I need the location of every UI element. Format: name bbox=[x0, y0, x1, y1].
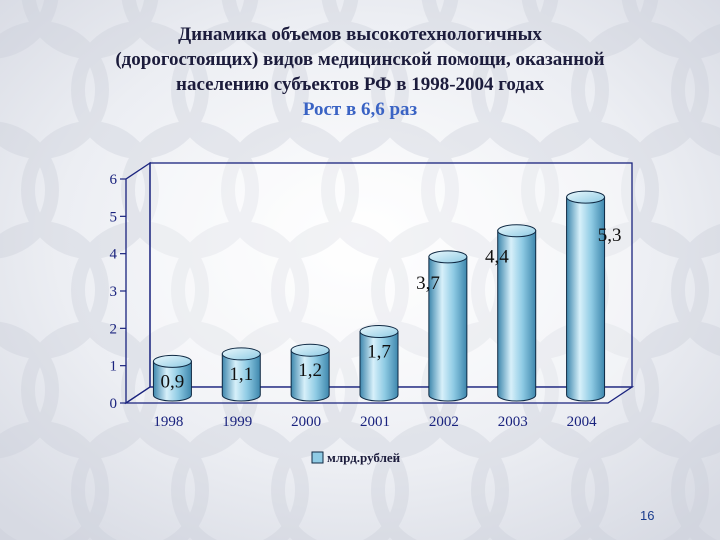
data-label: 4,4 bbox=[485, 247, 509, 268]
chart-bars bbox=[152, 190, 606, 402]
x-tick-label: 2004 bbox=[567, 414, 598, 430]
bar bbox=[221, 347, 261, 402]
x-tick-label: 2002 bbox=[429, 414, 459, 430]
bar bbox=[566, 190, 606, 402]
slide-title-line-3: населению субъектов РФ в 1998-2004 годах bbox=[176, 74, 544, 95]
y-tick-label: 0 bbox=[110, 396, 118, 412]
bar bbox=[428, 250, 468, 402]
x-tick-label: 1998 bbox=[153, 414, 183, 430]
chart-legend: млрд.рублей bbox=[311, 450, 401, 465]
y-tick-label: 1 bbox=[110, 359, 118, 375]
x-tick-label: 1999 bbox=[222, 414, 252, 430]
legend-label: млрд.рублей bbox=[327, 450, 401, 465]
data-label: 1,7 bbox=[367, 342, 391, 363]
bar bbox=[290, 343, 330, 402]
data-labels: 0,9 1,1 1,2 1,7 3,7 4,4 5,3 bbox=[161, 225, 622, 392]
slide-title-block: Динамика объемов высокотехнологичных (до… bbox=[0, 22, 720, 123]
y-tick-label: 3 bbox=[110, 284, 118, 300]
x-tick-label: 2001 bbox=[360, 414, 390, 430]
x-tick-label: 2003 bbox=[498, 414, 528, 430]
y-tick-label: 2 bbox=[110, 321, 118, 337]
slide-title-line-1: Динамика объемов высокотехнологичных bbox=[178, 24, 542, 45]
slide-title-line-2: (дорогостоящих) видов медицинской помощи… bbox=[115, 49, 605, 70]
data-label: 1,1 bbox=[229, 364, 253, 385]
y-tick-label: 6 bbox=[110, 172, 118, 188]
data-label: 3,7 bbox=[416, 273, 440, 294]
y-tick-label: 5 bbox=[110, 209, 118, 225]
bar bbox=[497, 224, 537, 402]
slide-subtitle: Рост в 6,6 раз bbox=[302, 99, 418, 120]
bar bbox=[359, 325, 399, 402]
data-label: 0,9 bbox=[161, 371, 185, 392]
data-label: 5,3 bbox=[598, 225, 622, 246]
x-tick-label: 2000 bbox=[291, 414, 321, 430]
y-tick-label: 4 bbox=[110, 247, 118, 263]
x-axis-ticks: 1998 1999 2000 2001 2002 2003 2004 bbox=[153, 414, 597, 430]
y-axis-ticks: 0 1 2 3 4 5 6 bbox=[110, 172, 126, 412]
data-label: 1,2 bbox=[298, 360, 322, 381]
legend-swatch bbox=[311, 451, 324, 464]
bar bbox=[152, 354, 192, 402]
page-number: 16 bbox=[640, 508, 655, 523]
